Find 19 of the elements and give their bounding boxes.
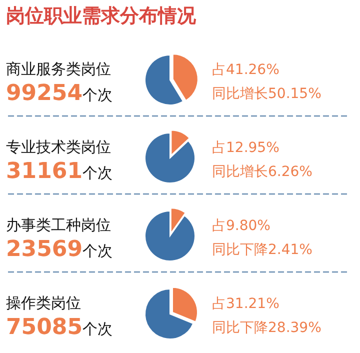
pie-slice (144, 54, 184, 106)
text: 岗位职业需求分布情况 (6, 5, 197, 27)
text: 占31.21% (212, 296, 280, 312)
text: 同比增长6.26% (212, 164, 312, 180)
chart-title: 操作类岗位 (6, 294, 81, 312)
text: 占9.80% (212, 218, 270, 234)
chart-title: 商业服务类岗位 (6, 60, 111, 78)
text: 占41.26% (212, 62, 280, 78)
text: 占12.95% (212, 140, 280, 156)
text: 99254个次 (6, 81, 113, 106)
text: 专业技术类岗位 (6, 138, 111, 156)
pie-slice (172, 54, 198, 102)
text: 23569个次 (6, 237, 113, 262)
text: 75085个次 (6, 315, 113, 340)
text: 同比下降2.41% (212, 242, 312, 258)
text: 同比增长50.15% (212, 86, 322, 102)
text: 31161个次 (6, 159, 113, 184)
text: 同比下降28.39% (212, 320, 322, 336)
text: 办事类工种岗位 (6, 216, 111, 234)
